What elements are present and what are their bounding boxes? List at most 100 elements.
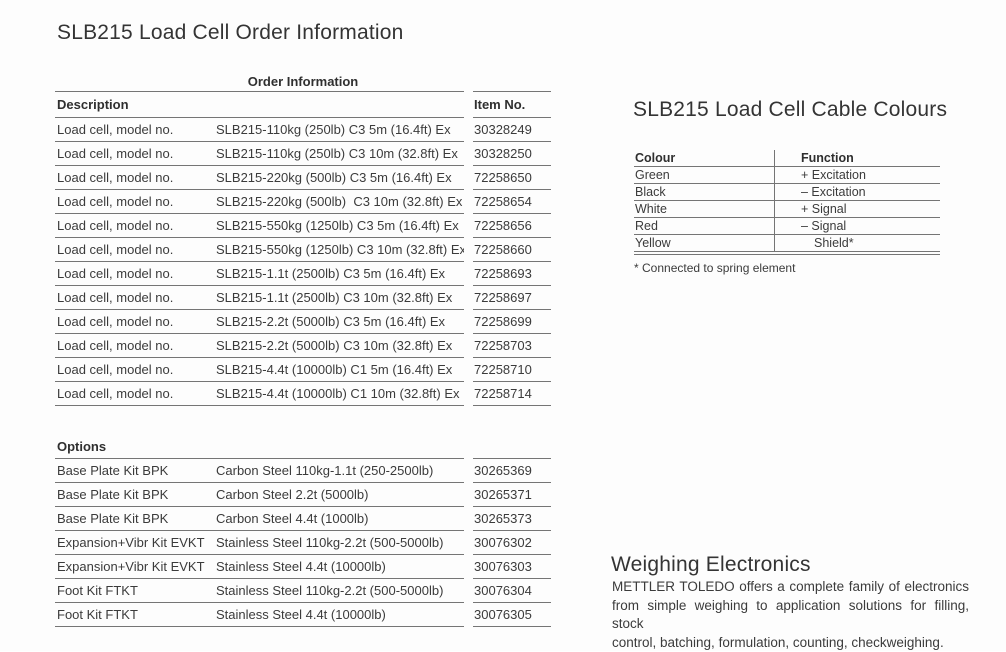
rule-gap <box>464 334 473 358</box>
order-table-caption-row: Order Information <box>55 75 551 92</box>
cell-model: SLB215-4.4t (10000lb) C1 5m (16.4ft) Ex <box>216 358 464 382</box>
table-row: Foot Kit FTKT Stainless Steel 110kg-2.2t… <box>55 579 551 603</box>
table-row: Expansion+Vibr Kit EVKT Stainless Steel … <box>55 531 551 555</box>
cell-item-no: 30076302 <box>473 531 551 555</box>
rule-gap <box>464 310 473 334</box>
cell-item-no: 72258710 <box>473 358 551 382</box>
cable-footnote: * Connected to spring element <box>634 261 795 275</box>
order-table-caption: Order Information <box>55 74 551 89</box>
table-row: Foot Kit FTKT Stainless Steel 4.4t (1000… <box>55 603 551 627</box>
cell-item-no: 72258654 <box>473 190 551 214</box>
cable-table-body: Green + Excitation Black – Excitation Wh… <box>634 167 940 252</box>
cable-table-header-row: Colour Function <box>634 150 940 167</box>
weighing-text-line: METTLER TOLEDO offers a complete family … <box>612 578 969 597</box>
cell-description: Load cell, model no. <box>55 118 216 142</box>
cell-model: Carbon Steel 110kg-1.1t (250-2500lb) <box>216 459 464 483</box>
options-table: Options Base Plate Kit BPK Carbon Steel … <box>55 436 551 627</box>
cell-item-no: 72258699 <box>473 310 551 334</box>
table-row: Load cell, model no. SLB215-220kg (500lb… <box>55 166 551 190</box>
rule-gap <box>464 214 473 238</box>
cell-description: Base Plate Kit BPK <box>55 483 216 507</box>
table-row: Load cell, model no. SLB215-110kg (250lb… <box>55 118 551 142</box>
cell-item-no: 30265369 <box>473 459 551 483</box>
cell-item-no: 30265373 <box>473 507 551 531</box>
cell-model: SLB215-1.1t (2500lb) C3 10m (32.8ft) Ex <box>216 286 464 310</box>
cell-description: Load cell, model no. <box>55 166 216 190</box>
cell-item-no: 30328249 <box>473 118 551 142</box>
table-row: Load cell, model no. SLB215-1.1t (2500lb… <box>55 286 551 310</box>
cable-table-row: Yellow Shield* <box>634 235 940 252</box>
rule-gap <box>464 142 473 166</box>
cell-colour: Yellow <box>634 235 774 252</box>
table-row: Base Plate Kit BPK Carbon Steel 2.2t (50… <box>55 483 551 507</box>
cell-description: Load cell, model no. <box>55 262 216 286</box>
cable-table-row: White + Signal <box>634 201 940 218</box>
rule-gap <box>464 238 473 262</box>
cable-colours-title: SLB215 Load Cell Cable Colours <box>633 98 947 122</box>
cell-function: – Excitation <box>774 184 940 201</box>
weighing-text-line: from simple weighing to application solu… <box>612 597 969 634</box>
rule-gap <box>464 190 473 214</box>
cell-item-no: 72258693 <box>473 262 551 286</box>
cell-item-no: 30076304 <box>473 579 551 603</box>
cell-description: Load cell, model no. <box>55 286 216 310</box>
cell-model: SLB215-110kg (250lb) C3 10m (32.8ft) Ex <box>216 142 464 166</box>
cell-description: Expansion+Vibr Kit EVKT <box>55 555 216 579</box>
cell-description: Load cell, model no. <box>55 214 216 238</box>
cell-description: Expansion+Vibr Kit EVKT <box>55 531 216 555</box>
table-row: Load cell, model no. SLB215-4.4t (10000l… <box>55 382 551 406</box>
cell-description: Load cell, model no. <box>55 238 216 262</box>
cable-table-row: Black – Excitation <box>634 184 940 201</box>
table-row: Base Plate Kit BPK Carbon Steel 4.4t (10… <box>55 507 551 531</box>
cell-description: Load cell, model no. <box>55 310 216 334</box>
cell-colour: White <box>634 201 774 218</box>
cell-model: SLB215-110kg (250lb) C3 5m (16.4ft) Ex <box>216 118 464 142</box>
order-table-header-row: Description Item No. <box>55 92 551 118</box>
cell-description: Load cell, model no. <box>55 334 216 358</box>
cell-function: + Excitation <box>774 167 940 184</box>
rule-segment <box>473 436 551 459</box>
cell-model: SLB215-4.4t (10000lb) C1 10m (32.8ft) Ex <box>216 382 464 406</box>
table-row: Load cell, model no. SLB215-1.1t (2500lb… <box>55 262 551 286</box>
cell-model: SLB215-1.1t (2500lb) C3 5m (16.4ft) Ex <box>216 262 464 286</box>
cell-model: SLB215-220kg (500lb) C3 10m (32.8ft) Ex <box>216 190 464 214</box>
cell-description: Foot Kit FTKT <box>55 603 216 627</box>
cell-description: Load cell, model no. <box>55 142 216 166</box>
cell-item-no: 72258714 <box>473 382 551 406</box>
cell-function: + Signal <box>774 201 940 218</box>
cable-colours-table: Colour Function Green + Excitation Black… <box>634 150 940 255</box>
rule-gap <box>464 555 473 579</box>
cell-description: Load cell, model no. <box>55 190 216 214</box>
rule-gap <box>464 166 473 190</box>
rule-gap <box>464 507 473 531</box>
rule-gap <box>464 358 473 382</box>
table-row: Load cell, model no. SLB215-550kg (1250l… <box>55 238 551 262</box>
cell-model: Stainless Steel 110kg-2.2t (500-5000lb) <box>216 531 464 555</box>
rule-gap <box>464 579 473 603</box>
cell-colour: Red <box>634 218 774 235</box>
cell-item-no: 30328250 <box>473 142 551 166</box>
cell-model: SLB215-220kg (500lb) C3 5m (16.4ft) Ex <box>216 166 464 190</box>
cell-function: Shield* <box>774 235 940 252</box>
cell-model: SLB215-550kg (1250lb) C3 5m (16.4ft) Ex <box>216 214 464 238</box>
cell-description: Foot Kit FTKT <box>55 579 216 603</box>
cell-model: Carbon Steel 2.2t (5000lb) <box>216 483 464 507</box>
cell-item-no: 72258697 <box>473 286 551 310</box>
column-header-function: Function <box>774 150 940 167</box>
options-table-body: Base Plate Kit BPK Carbon Steel 110kg-1.… <box>55 459 551 627</box>
rule-gap <box>464 531 473 555</box>
options-caption-row: Options <box>55 436 551 459</box>
column-header-colour: Colour <box>634 150 774 167</box>
rule-gap <box>464 262 473 286</box>
cell-description: Load cell, model no. <box>55 358 216 382</box>
cable-table-row: Red – Signal <box>634 218 940 235</box>
rule-gap <box>464 92 473 118</box>
cell-description: Load cell, model no. <box>55 382 216 406</box>
cell-function: – Signal <box>774 218 940 235</box>
rule-gap <box>464 459 473 483</box>
table-row: Load cell, model no. SLB215-2.2t (5000lb… <box>55 334 551 358</box>
table-row: Base Plate Kit BPK Carbon Steel 110kg-1.… <box>55 459 551 483</box>
rule-gap <box>464 382 473 406</box>
cell-model: Carbon Steel 4.4t (1000lb) <box>216 507 464 531</box>
